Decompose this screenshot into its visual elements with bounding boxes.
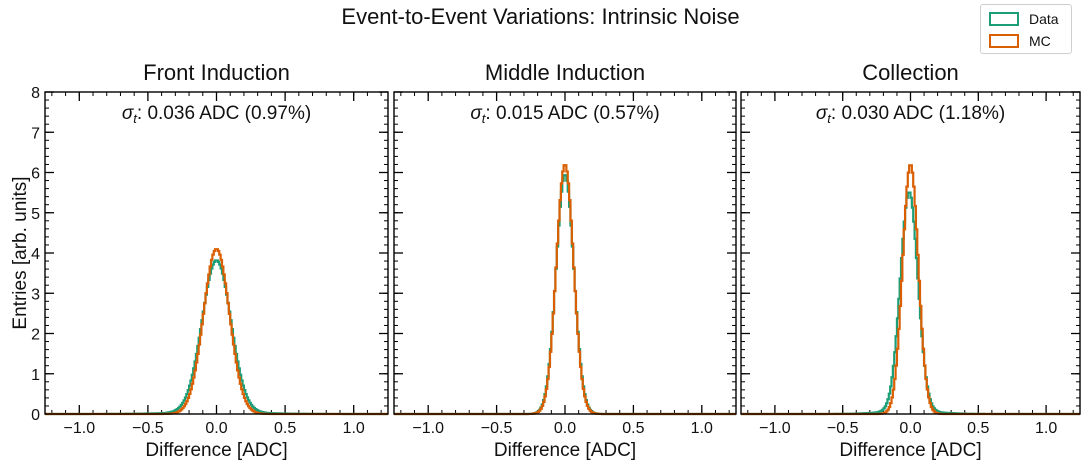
sigma-value: : 0.036 ADC (0.97%) xyxy=(137,103,311,124)
panel-title: Front Induction xyxy=(143,60,290,85)
legend-item-data: Data xyxy=(989,9,1059,29)
plot-frame xyxy=(393,91,737,415)
sigma-value: : 0.030 ADC (1.18%) xyxy=(831,103,1005,124)
histogram-mc xyxy=(394,164,736,416)
sigma-symbol: σ xyxy=(816,103,829,124)
x-tick-label: −0.5 xyxy=(132,420,164,437)
x-tick-label: −1.0 xyxy=(412,420,444,437)
figure-title: Event-to-Event Variations: Intrinsic Noi… xyxy=(341,4,740,29)
legend-label-mc: MC xyxy=(1029,33,1051,49)
legend-item-mc: MC xyxy=(989,31,1051,51)
panel-title: Collection xyxy=(862,60,959,85)
histogram-data xyxy=(45,259,388,416)
y-tick-label: 6 xyxy=(31,166,40,183)
sigma-subscript: t xyxy=(482,111,487,126)
x-axis-label: Difference [ADC] xyxy=(839,440,981,461)
x-tick-label: −0.5 xyxy=(827,420,859,437)
sigma-value: : 0.015 ADC (0.57%) xyxy=(485,103,659,124)
x-tick-label: −1.0 xyxy=(64,420,96,437)
x-tick-label: 1.0 xyxy=(343,420,365,437)
legend: Data MC xyxy=(980,4,1072,54)
y-tick-label: 5 xyxy=(31,206,40,223)
sigma-subscript: t xyxy=(827,111,832,126)
panel-1: Front Induction σt: 0.036 ADC (0.97%) −1.0… xyxy=(31,60,389,461)
y-tick-label: 0 xyxy=(31,407,40,424)
histogram-mc xyxy=(741,164,1080,416)
x-tick-label: 0.0 xyxy=(205,420,227,437)
x-tick-label: 0.5 xyxy=(967,420,989,437)
y-axis-label: Entries [arb. units] xyxy=(10,176,31,329)
legend-swatch-mc xyxy=(989,34,1019,48)
panel-3: Collection σt: 0.030 ADC (1.18%) −1.0 −0.5 0… xyxy=(740,60,1081,461)
sigma-annotation: σt: 0.030 ADC (1.18%) xyxy=(816,103,1005,126)
y-tick-label: 8 xyxy=(31,85,40,102)
x-tick-label: 1.0 xyxy=(691,420,713,437)
y-tick-label: 1 xyxy=(31,367,40,384)
histogram-data xyxy=(741,191,1080,416)
y-tick-label: 4 xyxy=(31,246,40,263)
x-axis-label: Difference [ADC] xyxy=(145,440,287,461)
x-tick-label: 0.5 xyxy=(622,420,644,437)
y-tick-label: 7 xyxy=(31,125,40,142)
legend-swatch-data xyxy=(989,12,1019,26)
plot-frame xyxy=(44,91,389,415)
sigma-annotation: σt: 0.036 ADC (0.97%) xyxy=(122,103,311,126)
sigma-annotation: σt: 0.015 ADC (0.57%) xyxy=(470,103,659,126)
x-tick-label: 1.0 xyxy=(1035,420,1057,437)
sigma-symbol: σ xyxy=(122,103,135,124)
legend-label-data: Data xyxy=(1029,11,1059,27)
panel-title: Middle Induction xyxy=(485,60,645,85)
plot-frame xyxy=(740,91,1081,415)
histogram-mc xyxy=(45,248,388,416)
y-tick-label: 3 xyxy=(31,286,40,303)
x-tick-label: −0.5 xyxy=(481,420,513,437)
y-tick-label: 2 xyxy=(31,327,40,344)
histogram-data xyxy=(394,174,736,416)
sigma-symbol: σ xyxy=(470,103,483,124)
x-tick-label: 0.0 xyxy=(899,420,921,437)
x-axis-label: Difference [ADC] xyxy=(494,440,636,461)
x-tick-label: 0.0 xyxy=(554,420,576,437)
x-tick-label: 0.5 xyxy=(274,420,296,437)
x-tick-label: −1.0 xyxy=(759,420,791,437)
sigma-subscript: t xyxy=(133,111,138,126)
